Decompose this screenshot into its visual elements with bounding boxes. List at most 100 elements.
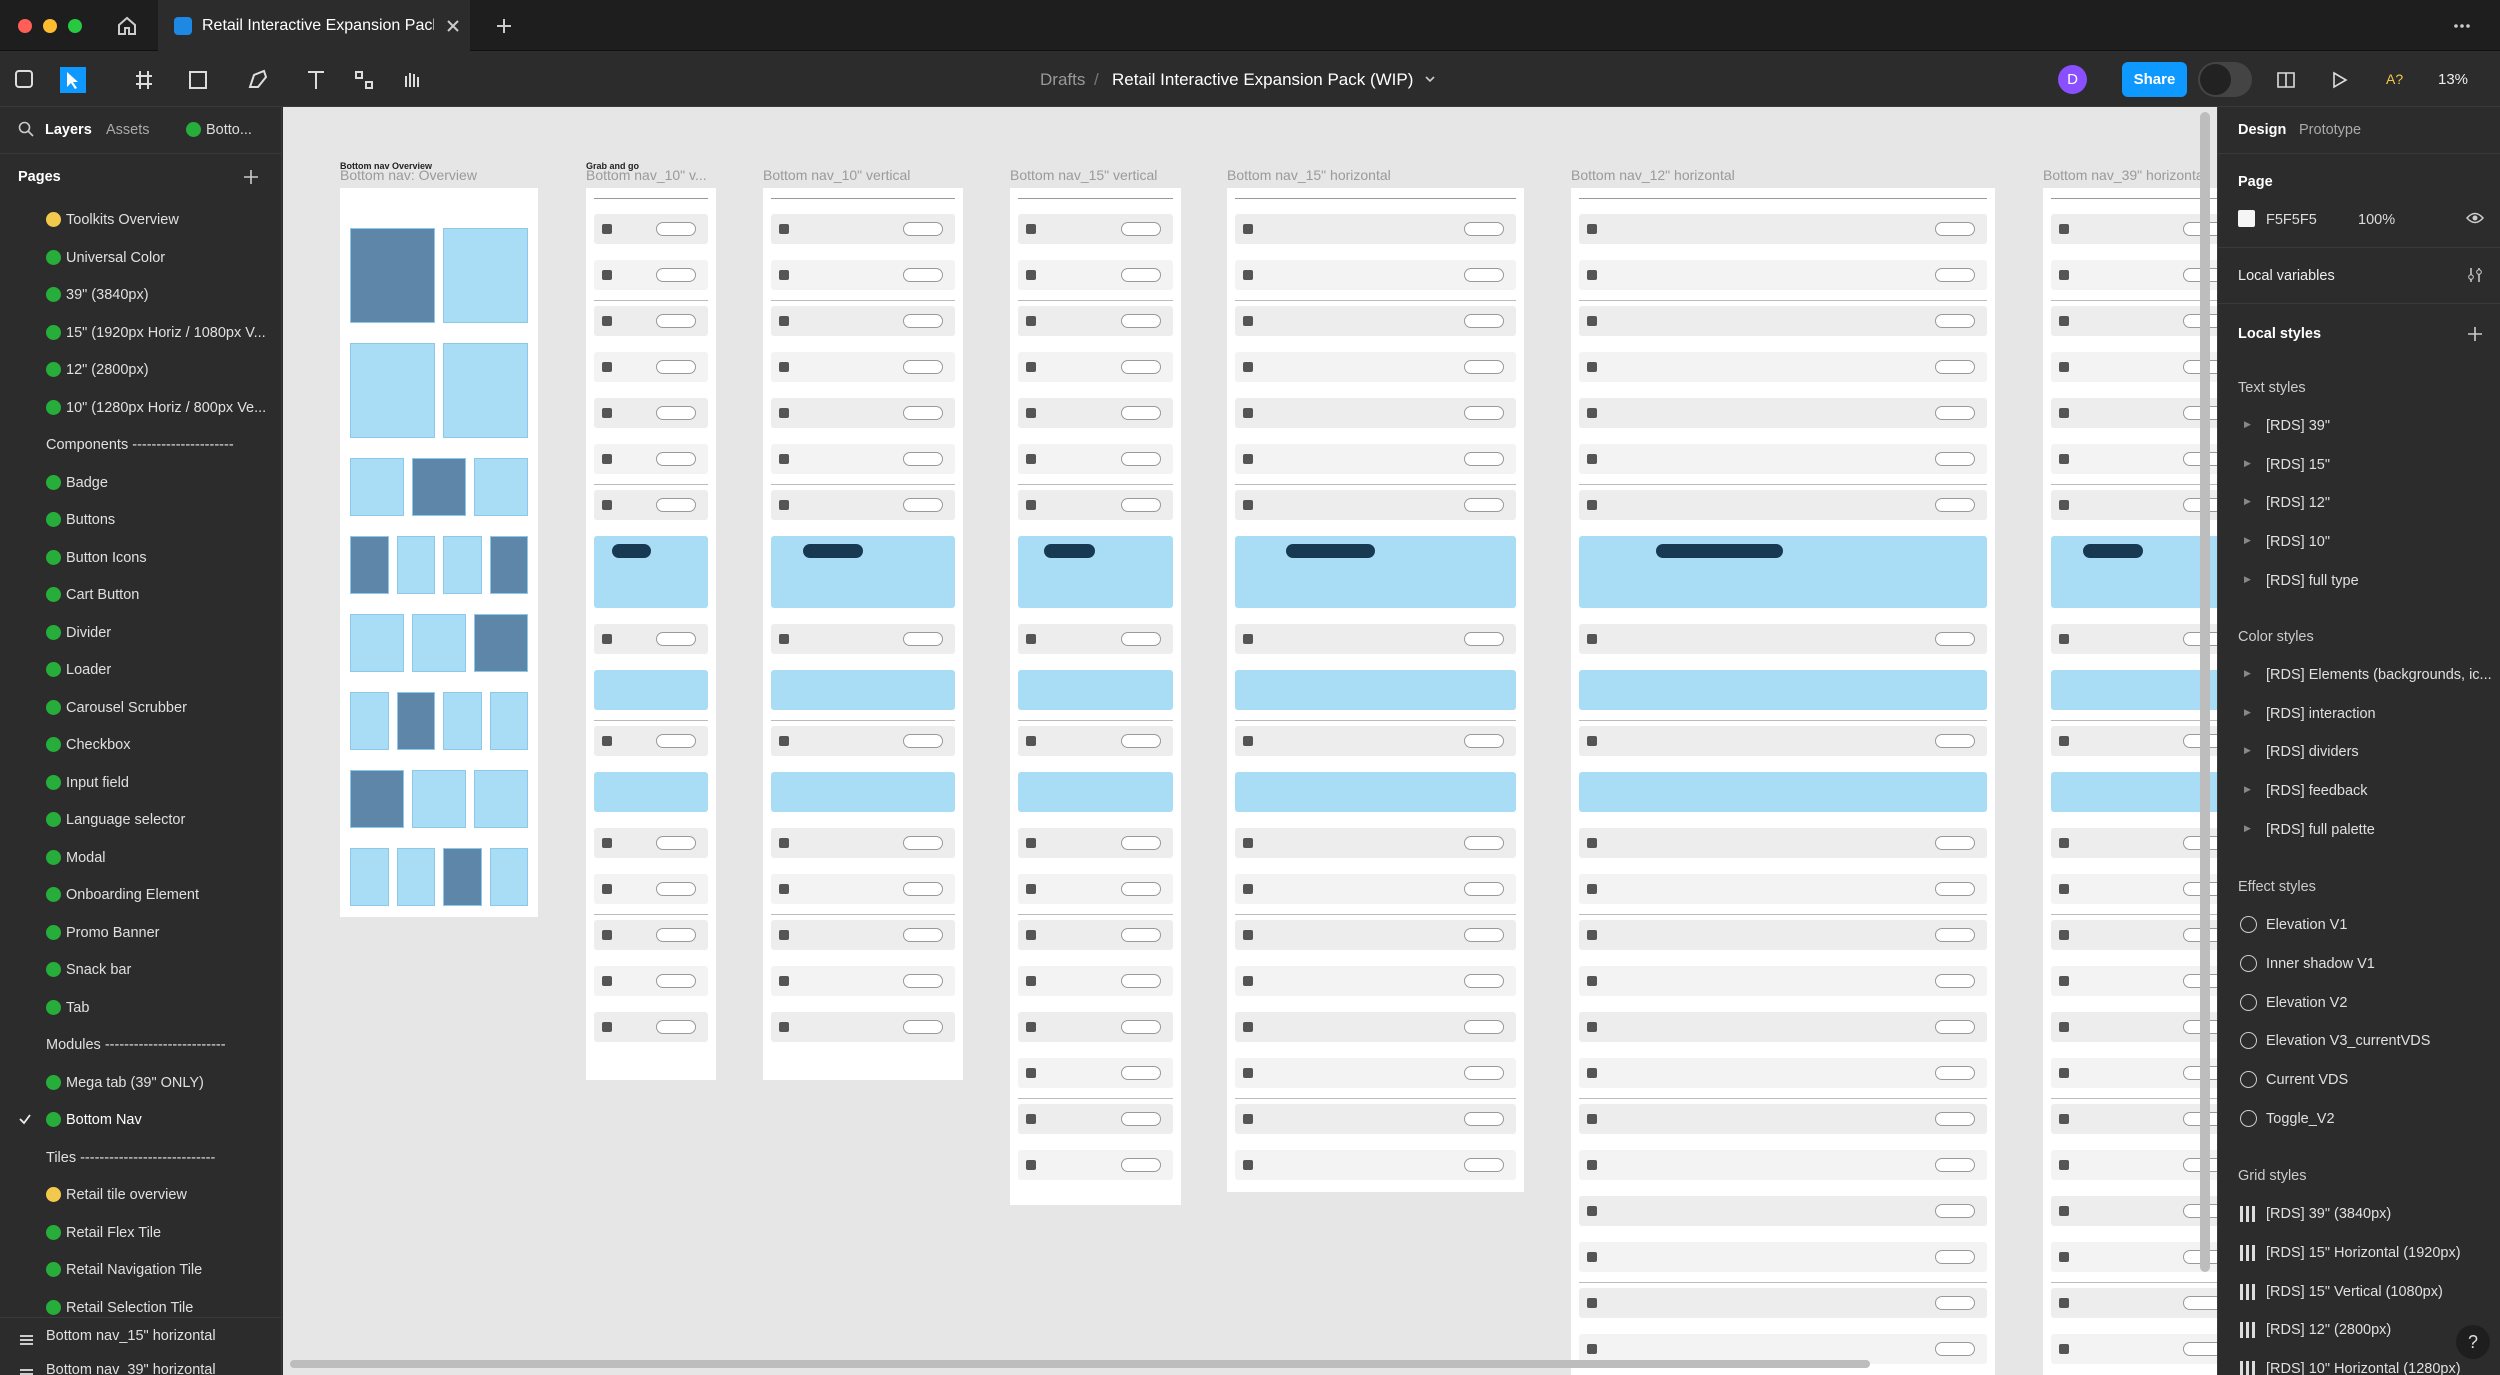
page-row[interactable]: Tiles ----------------------------: [0, 1140, 281, 1174]
frame[interactable]: [340, 188, 538, 917]
help-button[interactable]: ?: [2456, 1325, 2490, 1359]
page-row[interactable]: Input field: [0, 765, 281, 799]
page-row[interactable]: Modules -------------------------: [0, 1027, 281, 1061]
page-row[interactable]: Bottom Nav: [0, 1102, 281, 1136]
style-item[interactable]: Elevation V3_currentVDS: [2218, 1025, 2500, 1057]
page-row[interactable]: Retail Flex Tile: [0, 1215, 281, 1249]
style-item[interactable]: ▶ [RDS] 15": [2218, 449, 2500, 481]
frame-label[interactable]: Bottom nav_15" horizontal: [1227, 167, 1391, 183]
variables-icon[interactable]: [2466, 266, 2484, 284]
frame[interactable]: [1571, 188, 1995, 1375]
style-item[interactable]: Inner shadow V1: [2218, 948, 2500, 980]
style-item[interactable]: ▶ [RDS] dividers: [2218, 736, 2500, 768]
page-row[interactable]: Promo Banner: [0, 915, 281, 949]
style-item[interactable]: ▶ [RDS] Elements (backgrounds, ic...: [2218, 659, 2500, 691]
style-item[interactable]: [RDS] 15" Vertical (1080px): [2218, 1276, 2500, 1308]
page-row[interactable]: Checkbox: [0, 727, 281, 761]
page-row[interactable]: Components ---------------------: [0, 427, 281, 461]
frame[interactable]: [763, 188, 963, 1080]
layer-name[interactable]: Bottom nav_39" horizontal: [46, 1362, 216, 1375]
maximize-window[interactable]: [68, 19, 82, 33]
frame[interactable]: [586, 188, 716, 1080]
page-row[interactable]: Toolkits Overview: [0, 202, 281, 236]
assist[interactable]: A?: [2386, 71, 2404, 87]
page-row[interactable]: Retail Selection Tile: [0, 1290, 281, 1324]
horizontal-scrollbar[interactable]: [290, 1360, 1870, 1368]
minimize-window[interactable]: [43, 19, 57, 33]
style-item[interactable]: Elevation V1: [2218, 909, 2500, 941]
page-opacity[interactable]: 100%: [2358, 212, 2396, 228]
page-row[interactable]: Retail tile overview: [0, 1177, 281, 1211]
file-tab[interactable]: Retail Interactive Expansion Pack (WIP): [158, 0, 470, 51]
style-item[interactable]: ▶ [RDS] 10": [2218, 526, 2500, 558]
file-menu-caret[interactable]: [1424, 73, 1436, 85]
page-row[interactable]: 15" (1920px Horiz / 1080px V...: [0, 315, 281, 349]
zoom-level[interactable]: 13%: [2438, 71, 2469, 88]
style-item[interactable]: ▶ [RDS] interaction: [2218, 698, 2500, 730]
frame-label[interactable]: Bottom nav_15" vertical: [1010, 167, 1158, 183]
more-menu[interactable]: [2452, 16, 2472, 36]
style-item[interactable]: ▶ [RDS] full palette: [2218, 814, 2500, 846]
frame-label[interactable]: Bottom nav_39" horizontal: [2043, 167, 2207, 183]
frame-label[interactable]: Bottom nav_10" vertical: [763, 167, 911, 183]
style-item[interactable]: Current VDS: [2218, 1064, 2500, 1096]
page-row[interactable]: Carousel Scrubber: [0, 690, 281, 724]
layer-name[interactable]: Bottom nav_15" horizontal: [46, 1328, 216, 1344]
add-page[interactable]: [243, 169, 259, 185]
design-tab[interactable]: Design: [2238, 122, 2287, 138]
page-row[interactable]: 10" (1280px Horiz / 800px Ve...: [0, 390, 281, 424]
assets-tab[interactable]: Assets: [106, 122, 150, 138]
local-variables[interactable]: Local variables: [2238, 268, 2335, 284]
home-icon[interactable]: [116, 15, 138, 37]
page-row[interactable]: Modal: [0, 840, 281, 874]
visibility-icon[interactable]: [2466, 211, 2484, 225]
page-row[interactable]: Language selector: [0, 802, 281, 836]
page-row[interactable]: Mega tab (39" ONLY): [0, 1065, 281, 1099]
style-item[interactable]: ▶ [RDS] full type: [2218, 565, 2500, 597]
page-row[interactable]: Buttons: [0, 502, 281, 536]
page-row[interactable]: 39" (3840px): [0, 277, 281, 311]
search-icon[interactable]: [18, 121, 34, 137]
dev-mode-toggle[interactable]: [2198, 62, 2252, 97]
current-page[interactable]: Botto...: [206, 122, 252, 138]
close-window[interactable]: [18, 19, 32, 33]
page-row[interactable]: Onboarding Element: [0, 877, 281, 911]
page-row[interactable]: Snack bar: [0, 952, 281, 986]
file-name[interactable]: Retail Interactive Expansion Pack (WIP): [1112, 70, 1414, 89]
frame[interactable]: [2043, 188, 2217, 1375]
page-color[interactable]: F5F5F5: [2266, 212, 2317, 228]
style-item[interactable]: ▶ [RDS] feedback: [2218, 775, 2500, 807]
page-row[interactable]: Retail Navigation Tile: [0, 1252, 281, 1286]
style-item[interactable]: ▶ [RDS] 12": [2218, 487, 2500, 519]
page-row[interactable]: Badge: [0, 465, 281, 499]
page-row[interactable]: 12" (2800px): [0, 352, 281, 386]
style-item[interactable]: [RDS] 12" (2800px): [2218, 1314, 2500, 1346]
add-style[interactable]: [2467, 326, 2483, 342]
style-item[interactable]: Elevation V2: [2218, 987, 2500, 1019]
page-row[interactable]: Button Icons: [0, 540, 281, 574]
share-button[interactable]: Share: [2122, 62, 2187, 97]
frame[interactable]: [1010, 188, 1181, 1205]
style-item[interactable]: [RDS] 10" Horizontal (1280px): [2218, 1353, 2500, 1375]
close-tab[interactable]: [446, 19, 460, 33]
page-row[interactable]: Loader: [0, 652, 281, 686]
page-row[interactable]: Divider: [0, 615, 281, 649]
style-item[interactable]: [RDS] 15" Horizontal (1920px): [2218, 1237, 2500, 1269]
page-row[interactable]: Universal Color: [0, 240, 281, 274]
page-row[interactable]: Tab: [0, 990, 281, 1024]
breadcrumb-root[interactable]: Drafts: [1040, 70, 1086, 89]
avatar[interactable]: D: [2058, 65, 2087, 94]
frame-label[interactable]: Bottom nav_12" horizontal: [1571, 167, 1735, 183]
page-color-swatch[interactable]: [2238, 210, 2255, 227]
style-item[interactable]: ▶ [RDS] 39": [2218, 410, 2500, 442]
page-row[interactable]: Cart Button: [0, 577, 281, 611]
layers-tab[interactable]: Layers: [45, 122, 92, 138]
vertical-scrollbar[interactable]: [2200, 112, 2210, 1272]
style-item[interactable]: Toggle_V2: [2218, 1103, 2500, 1135]
frame-label[interactable]: Bottom nav: Overview: [340, 167, 477, 183]
frame[interactable]: [1227, 188, 1524, 1192]
prototype-tab[interactable]: Prototype: [2299, 122, 2362, 138]
frame-label[interactable]: Bottom nav_10" v...: [586, 167, 707, 183]
new-tab[interactable]: [494, 16, 514, 36]
style-item[interactable]: [RDS] 39" (3840px): [2218, 1198, 2500, 1230]
